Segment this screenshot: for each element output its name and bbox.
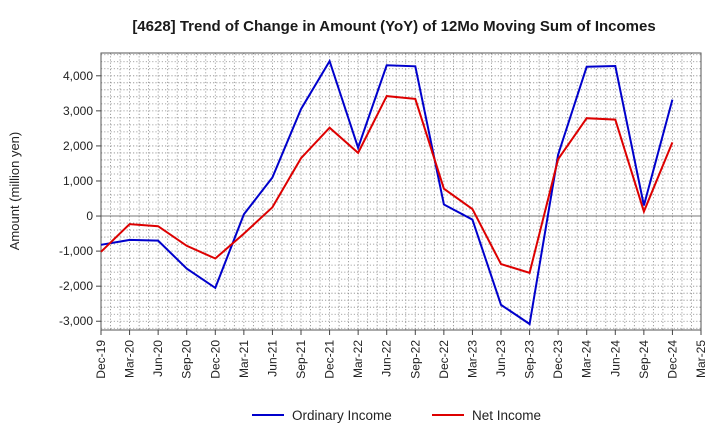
x-tick-label: Sep-22 — [408, 340, 422, 379]
legend-label: Net Income — [472, 408, 541, 423]
series-line-0 — [100, 58, 674, 326]
chart-title: [4628] Trend of Change in Amount (YoY) o… — [132, 18, 655, 35]
series-line-1 — [100, 95, 674, 275]
x-tick-label: Jun-21 — [265, 340, 279, 377]
x-tick-label: Mar-21 — [237, 340, 251, 378]
legend-label: Ordinary Income — [292, 408, 392, 423]
x-tick-label: Dec-20 — [208, 340, 222, 379]
x-tick-label: Mar-25 — [694, 340, 708, 378]
x-tick-label: Mar-22 — [351, 340, 365, 378]
legend: Ordinary Income Net Income — [252, 408, 541, 423]
x-tick-label: Dec-22 — [437, 340, 451, 379]
x-tick-label: Sep-23 — [523, 340, 537, 379]
x-tick-label: Jun-24 — [608, 340, 622, 377]
x-tick-label: Mar-24 — [580, 340, 594, 378]
y-tick-label: -1,000 — [59, 244, 93, 258]
x-tick-label: Jun-22 — [380, 340, 394, 377]
x-tick-label: Mar-20 — [123, 340, 137, 378]
plot-background — [101, 53, 701, 330]
x-tick-label: Sep-20 — [180, 340, 194, 379]
plot-border — [100, 52, 702, 331]
y-tick-label: 0 — [86, 209, 93, 223]
y-axis-label: Amount (million yen) — [7, 132, 22, 251]
y-tick-label: -2,000 — [59, 279, 93, 293]
x-tick-label: Jun-23 — [494, 340, 508, 377]
x-tick-label: Sep-21 — [294, 340, 308, 379]
y-tick-label: 3,000 — [63, 104, 93, 118]
y-tick-label: 2,000 — [63, 139, 93, 153]
x-tick-label: Dec-19 — [94, 340, 108, 379]
plot-area: -3,000 -2,000 -1,000 0 1,000 2,000 3,000 4,000 D… — [59, 52, 708, 379]
y-tick-label: 1,000 — [63, 174, 93, 188]
x-tick-label: Dec-21 — [323, 340, 337, 379]
x-tick-label: Jun-20 — [151, 340, 165, 377]
x-tick-label: Sep-24 — [637, 340, 651, 379]
x-tick-label: Dec-24 — [665, 340, 679, 379]
x-tick-label: Mar-23 — [465, 340, 479, 378]
x-tick-label: Dec-23 — [551, 340, 565, 379]
y-tick-label: 4,000 — [63, 69, 93, 83]
y-tick-label: -3,000 — [59, 314, 93, 328]
